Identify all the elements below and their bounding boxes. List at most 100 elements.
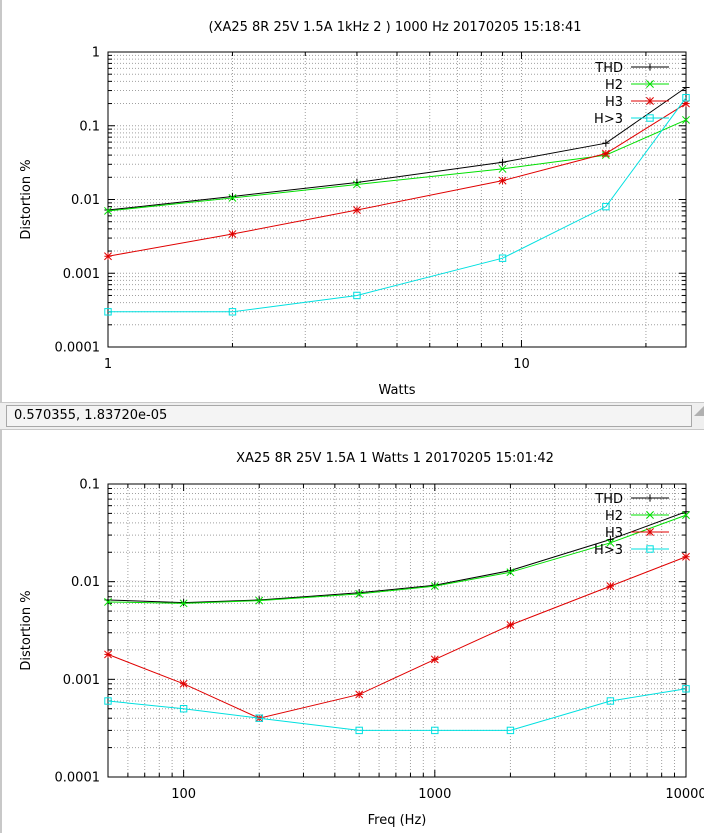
- legend-marker: [646, 97, 654, 105]
- data-point-thd: [104, 206, 112, 214]
- series-line-h3: [107, 103, 687, 257]
- y-tick-label: 0.001: [63, 267, 100, 282]
- grid: [107, 483, 687, 778]
- frequency-distortion-chart[interactable]: XA25 8R 25V 1.5A 1 Watts 1 20170205 15:0…: [0, 430, 704, 833]
- data-point-h-3: [431, 726, 439, 735]
- legend-label: THD: [594, 492, 623, 507]
- x-tick-label: 1: [104, 357, 112, 372]
- data-point-h-3: [104, 697, 112, 705]
- series-line-thd: [107, 511, 687, 604]
- data-point-thd: [355, 589, 363, 597]
- legend-marker: [646, 528, 654, 536]
- window-edge: [0, 0, 2, 402]
- legend-marker: [646, 494, 654, 502]
- data-point-h3: [355, 690, 364, 699]
- legend-label: H>3: [594, 543, 623, 558]
- data-point-h-3: [498, 254, 507, 262]
- y-tick-label: 0.1: [79, 478, 100, 493]
- data-point-h2: [255, 596, 264, 605]
- data-point-h-3: [606, 697, 615, 705]
- legend-marker: [646, 114, 654, 122]
- y-axis-label: Distortion %: [19, 590, 34, 670]
- series-group: [104, 83, 690, 316]
- watts-distortion-chart[interactable]: (XA25 8R 25V 1.5A 1kHz 2 ) 1000 Hz 20170…: [0, 0, 704, 402]
- legend-marker: [646, 545, 654, 553]
- legend-label: H2: [605, 78, 623, 93]
- data-point-h3: [606, 582, 615, 591]
- bottom-plot-window[interactable]: XA25 8R 25V 1.5A 1 Watts 1 20170205 15:0…: [0, 430, 704, 833]
- series-group: [104, 508, 690, 735]
- legend-label: H3: [605, 526, 623, 541]
- data-point-h3: [179, 679, 188, 688]
- data-point-h3: [352, 206, 361, 214]
- legend-label: THD: [594, 61, 623, 76]
- x-tick-label: 10000: [665, 787, 704, 802]
- legend-label: H>3: [594, 112, 623, 127]
- data-point-h2: [606, 538, 615, 547]
- coordinate-readout: 0.570355, 1.83720e-05: [6, 405, 692, 427]
- chart-title: (XA25 8R 25V 1.5A 1kHz 2 ) 1000 Hz 20170…: [208, 20, 581, 35]
- legend-label: H2: [605, 509, 623, 524]
- data-point-thd: [228, 192, 237, 201]
- data-point-h2: [682, 511, 690, 520]
- data-point-h-3: [104, 308, 112, 316]
- data-point-h2: [498, 164, 507, 173]
- series-line-h2: [107, 514, 687, 604]
- data-point-h2: [506, 568, 515, 577]
- resize-grip-icon[interactable]: [694, 406, 704, 416]
- data-point-h3: [104, 650, 112, 659]
- series-line-thd: [107, 87, 687, 211]
- y-tick-label: 0.01: [71, 193, 100, 208]
- data-point-h-3: [353, 291, 361, 300]
- x-tick-label: 1000: [418, 787, 451, 802]
- data-point-h2: [104, 206, 112, 215]
- data-point-thd: [682, 508, 690, 516]
- y-tick-label: 0.0001: [55, 341, 101, 356]
- data-point-h2: [430, 582, 439, 591]
- plot-frame: [107, 51, 687, 348]
- y-tick-label: 0.001: [63, 673, 100, 688]
- data-point-h-3: [179, 705, 188, 713]
- data-point-h2: [104, 597, 112, 606]
- data-point-thd: [506, 566, 515, 575]
- data-point-h2: [228, 193, 237, 202]
- status-bar: 0.570355, 1.83720e-05: [0, 402, 704, 430]
- data-point-thd: [498, 158, 507, 166]
- chart-title: XA25 8R 25V 1.5A 1 Watts 1 20170205 15:0…: [236, 451, 554, 466]
- data-point-h-3: [228, 308, 237, 316]
- data-point-h2: [682, 115, 690, 124]
- x-tick-label: 10: [513, 357, 530, 372]
- top-plot-window[interactable]: (XA25 8R 25V 1.5A 1kHz 2 ) 1000 Hz 20170…: [0, 0, 704, 402]
- data-point-h-3: [682, 685, 690, 693]
- window-edge: [0, 430, 2, 833]
- data-point-thd: [602, 139, 610, 147]
- data-point-h3: [104, 252, 112, 261]
- y-tick-label: 0.01: [71, 575, 100, 590]
- series-line-h2: [107, 119, 687, 212]
- series-line-h3: [107, 556, 687, 719]
- data-point-h3: [228, 230, 237, 239]
- data-point-thd: [682, 83, 690, 92]
- data-point-h2: [352, 180, 361, 189]
- data-point-thd: [606, 535, 614, 544]
- x-axis-label: Freq (Hz): [368, 813, 427, 828]
- legend-marker: [646, 63, 654, 71]
- y-tick-label: 1: [92, 46, 100, 61]
- data-point-h2: [179, 599, 188, 608]
- data-point-h-3: [355, 726, 363, 735]
- data-point-h2: [355, 589, 364, 598]
- axis-ticks: [107, 483, 687, 778]
- legend: THD H2 H3 H>3: [594, 61, 669, 127]
- data-point-h-3: [682, 94, 690, 102]
- series-line-h-3: [108, 97, 687, 313]
- data-point-h3: [430, 655, 439, 664]
- data-point-h-3: [255, 714, 263, 722]
- data-point-h3: [506, 621, 515, 629]
- legend: THD H2 H3 H>3: [594, 492, 669, 558]
- data-point-h-3: [506, 726, 515, 735]
- x-tick-label: 100: [171, 787, 196, 802]
- data-point-h3: [682, 552, 690, 561]
- y-tick-label: 0.0001: [55, 771, 101, 786]
- data-point-h-3: [602, 202, 610, 211]
- y-tick-label: 0.1: [79, 119, 100, 134]
